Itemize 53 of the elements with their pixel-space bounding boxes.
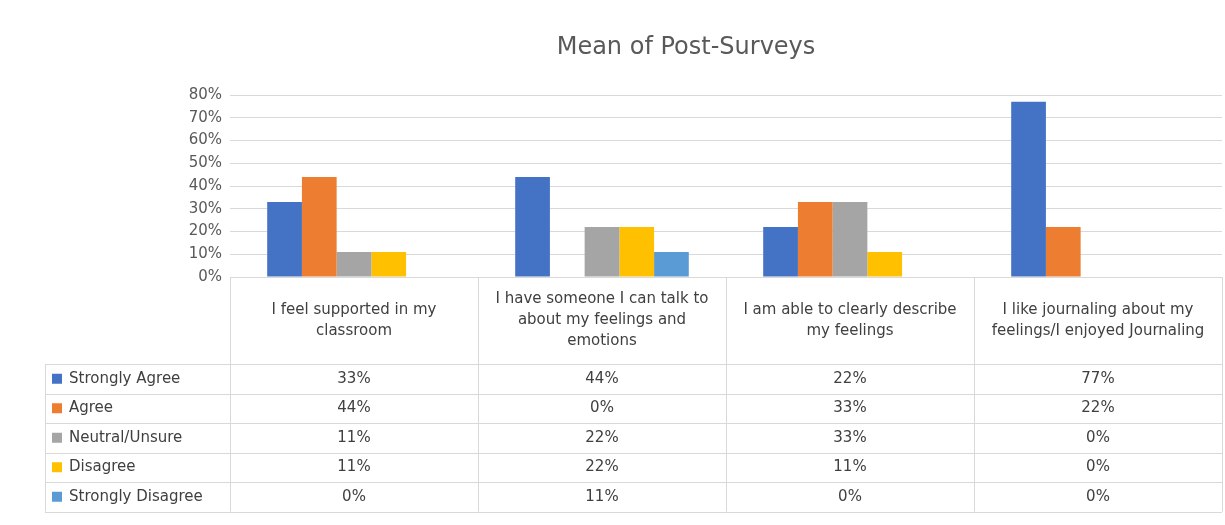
data-label: 0% <box>1086 486 1110 505</box>
legend-label: Neutral/Unsure <box>69 427 183 446</box>
bar <box>867 251 903 277</box>
y-tick-label: 50% <box>188 153 222 172</box>
y-tick-label: 60% <box>188 130 222 149</box>
data-label: 22% <box>585 457 619 476</box>
data-label: 11% <box>585 486 619 505</box>
data-label: 11% <box>833 457 867 476</box>
bar <box>584 226 620 277</box>
bar <box>654 251 689 277</box>
data-label: 44% <box>585 368 619 387</box>
bar <box>1011 101 1046 277</box>
legend-label: Agree <box>69 398 114 417</box>
data-label: 0% <box>1086 427 1110 446</box>
bar <box>515 176 550 277</box>
y-tick-label: 30% <box>188 198 222 217</box>
data-label: 22% <box>833 368 867 387</box>
bar <box>301 176 337 277</box>
x-tick-label: I am able to clearly describe my feelings <box>743 299 957 339</box>
bar <box>371 251 407 277</box>
x-tick-label: I feel supported in my classroom <box>271 299 437 339</box>
legend-label: Strongly Agree <box>69 368 181 387</box>
y-tick-label: 0% <box>198 266 222 285</box>
x-tick-label: I like journaling about my feelings/I enjoyed Journaling <box>991 299 1205 339</box>
bar <box>763 226 798 277</box>
data-label: 0% <box>590 398 614 417</box>
data-label: 0% <box>838 486 862 505</box>
bar <box>619 226 655 277</box>
y-tick-label: 20% <box>188 221 222 240</box>
chart-title: Mean of Post-Surveys <box>556 32 816 61</box>
data-label: 77% <box>1081 368 1115 387</box>
y-tick-label: 40% <box>188 175 222 194</box>
bar <box>336 251 372 277</box>
legend-label: Disagree <box>69 457 136 476</box>
bar <box>1045 226 1081 277</box>
data-label: 33% <box>337 368 371 387</box>
legend-label: Strongly Disagree <box>69 486 203 505</box>
bar <box>832 201 868 277</box>
data-label: 0% <box>342 486 366 505</box>
y-tick-label: 70% <box>188 107 222 126</box>
data-label: 22% <box>585 427 619 446</box>
data-label: 33% <box>833 427 867 446</box>
data-label: 11% <box>337 427 371 446</box>
bar <box>797 201 833 277</box>
bar <box>267 201 302 277</box>
y-tick-label: 80% <box>188 84 222 103</box>
data-label: 33% <box>833 398 867 417</box>
data-label: 22% <box>1081 398 1115 417</box>
data-label: 11% <box>337 457 371 476</box>
data-label: 44% <box>337 398 371 417</box>
data-label: 0% <box>1086 457 1110 476</box>
x-tick-label: I have someone I can talk to about my feelings and emotions <box>495 289 709 350</box>
y-tick-label: 10% <box>188 244 222 263</box>
